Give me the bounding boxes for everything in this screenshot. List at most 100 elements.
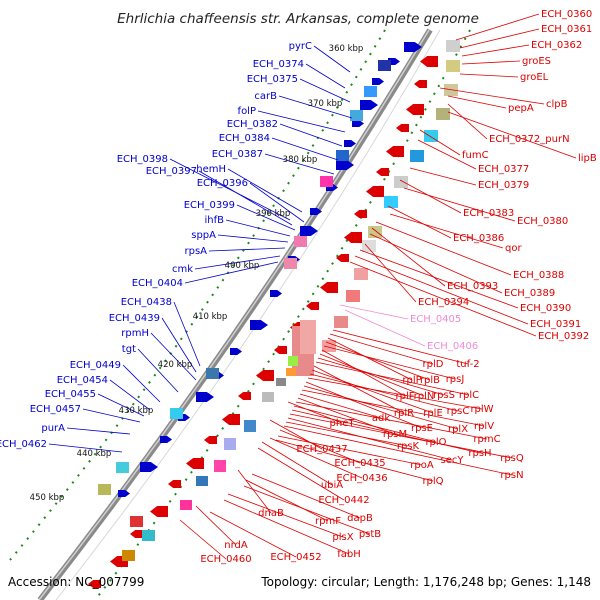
ribosomal-gene-label[interactable]: rplF: [396, 391, 415, 402]
ribosomal-gene-label[interactable]: rpmF: [315, 516, 341, 527]
forward-gene-label[interactable]: pyrC: [289, 41, 312, 52]
forward-gene-label[interactable]: ECH_0457: [30, 404, 81, 415]
forward-gene-label[interactable]: ECH_0462: [0, 439, 47, 450]
reverse-gene-label[interactable]: ECH_0392: [538, 331, 589, 342]
ribosomal-gene-label[interactable]: dnaB: [258, 508, 284, 519]
forward-gene-label[interactable]: rpmH: [121, 328, 149, 339]
forward-gene-label[interactable]: ECH_0387: [212, 149, 263, 160]
ribosomal-gene-label[interactable]: pheT: [330, 418, 356, 429]
reverse-gene-label[interactable]: pepA: [508, 103, 534, 114]
forward-gene-label[interactable]: sppA: [191, 230, 216, 241]
forward-gene-label[interactable]: ECH_0438: [121, 297, 172, 308]
ribosomal-gene-label[interactable]: secY: [441, 455, 465, 466]
ribosomal-gene-label[interactable]: pstB: [359, 529, 381, 540]
ribosomal-gene-label[interactable]: rplP: [402, 375, 421, 386]
forward-gene-label[interactable]: ECH_0455: [45, 389, 96, 400]
forward-gene-label[interactable]: rpsA: [184, 246, 207, 257]
forward-gene-label[interactable]: ECH_0382: [227, 119, 278, 130]
ribosomal-gene-label[interactable]: ubiA: [321, 480, 343, 491]
ribosomal-gene-label[interactable]: fabH: [337, 549, 361, 560]
ribosomal-gene-label[interactable]: rplX: [448, 424, 468, 435]
forward-gene-label[interactable]: hemH: [196, 164, 226, 175]
ribosomal-gene-label[interactable]: rpsC: [447, 406, 470, 417]
ribosomal-gene-label[interactable]: rpmC: [473, 434, 500, 445]
reverse-gene-label[interactable]: groES: [522, 56, 551, 67]
forward-gene-label[interactable]: ECH_0397: [146, 166, 197, 177]
forward-gene-label[interactable]: ECH_0375: [247, 74, 298, 85]
ribosomal-gene-label[interactable]: rplR: [394, 408, 414, 419]
reverse-gene-label[interactable]: ECH_0394: [418, 297, 469, 308]
ribosomal-gene-leader: [195, 505, 237, 546]
forward-gene-label[interactable]: ECH_0454: [57, 375, 108, 386]
reverse-gene-label[interactable]: ECH_0377: [478, 164, 529, 175]
ribosomal-gene-label[interactable]: rpsQ: [500, 453, 524, 464]
forward-gene-label[interactable]: ECH_0396: [197, 178, 248, 189]
forward-gene-label[interactable]: ECH_0399: [184, 200, 235, 211]
reverse-gene-label[interactable]: fumC: [462, 150, 489, 161]
ribosomal-gene-label[interactable]: ECH_0435: [334, 458, 385, 469]
reverse-gene-label[interactable]: ECH_0360: [541, 9, 592, 20]
forward-gene-label[interactable]: ECH_0404: [132, 278, 183, 289]
reverse-gene-label[interactable]: ECH_0390: [520, 303, 571, 314]
reverse-gene-label[interactable]: ECH_0388: [513, 270, 564, 281]
ribosomal-gene-label[interactable]: rpsJ: [446, 374, 465, 385]
reverse-gene-label[interactable]: lipB: [578, 153, 597, 164]
forward-gene-label[interactable]: ECH_0384: [219, 133, 270, 144]
ribosomal-gene-label[interactable]: rplC: [459, 390, 479, 401]
forward-gene-label[interactable]: carB: [254, 91, 277, 102]
reverse-gene-label[interactable]: ECH_0362: [531, 40, 582, 51]
forward-gene-label[interactable]: cmk: [172, 264, 193, 275]
ribosomal-gene-label[interactable]: rpsE: [411, 423, 433, 434]
forward-gene-label[interactable]: ihfB: [205, 215, 225, 226]
ribosomal-gene-label[interactable]: ECH_0460: [200, 554, 251, 565]
ribosomal-gene-label[interactable]: rpsS: [433, 390, 455, 401]
ribosomal-gene-label[interactable]: rplQ: [422, 476, 443, 487]
ribosomal-gene-label[interactable]: rpsH: [468, 448, 491, 459]
ribosomal-gene-label[interactable]: rplE: [423, 408, 443, 419]
forward-gene-label[interactable]: ECH_0439: [109, 313, 160, 324]
forward-gene-label[interactable]: ECH_0374: [253, 59, 304, 70]
ribosomal-gene-label[interactable]: rpsM: [383, 429, 407, 440]
ribosomal-gene-label[interactable]: rplO: [425, 437, 446, 448]
reverse-gene-label[interactable]: ECH_0372_purN: [489, 134, 570, 145]
ribosomal-gene-label[interactable]: plsX: [332, 532, 353, 543]
reverse-gene-label[interactable]: ECH_0380: [517, 216, 568, 227]
reverse-gene-label[interactable]: ECH_0361: [541, 24, 592, 35]
ribosomal-gene-label[interactable]: rplD: [423, 359, 444, 370]
ribosomal-gene-label[interactable]: ECH_0437: [296, 444, 347, 455]
forward-gene-label[interactable]: folP: [238, 106, 256, 117]
ribosomal-gene-label[interactable]: nrdA: [224, 540, 248, 551]
ribosomal-gene-label[interactable]: dapB: [347, 513, 373, 524]
forward-gene-label[interactable]: purA: [41, 423, 65, 434]
reverse-gene-label[interactable]: ECH_0383: [463, 208, 514, 219]
reverse-gene-label[interactable]: clpB: [546, 99, 568, 110]
ribosomal-gene-label[interactable]: rplV: [474, 421, 494, 432]
ribosomal-gene-label[interactable]: rplW: [470, 404, 493, 415]
reverse-gene-label[interactable]: qor: [505, 243, 522, 254]
gene-arrow-glyph: [250, 320, 268, 330]
reverse-gene-label[interactable]: ECH_0386: [453, 233, 504, 244]
ribosomal-gene-label[interactable]: rpsK: [397, 441, 420, 452]
ribosomal-gene-label[interactable]: adk: [372, 413, 390, 424]
pseudo-gene-label[interactable]: ECH_0406: [427, 341, 478, 352]
pseudo-gene-label[interactable]: ECH_0405: [410, 314, 461, 325]
forward-gene-label[interactable]: tgt: [122, 344, 136, 355]
forward-gene-label[interactable]: ECH_0398: [117, 154, 168, 165]
reverse-gene-label[interactable]: ECH_0379: [478, 180, 529, 191]
reverse-gene-leader: [439, 87, 545, 105]
ribosomal-gene-label[interactable]: rpsN: [500, 470, 523, 481]
forward-gene-label[interactable]: ECH_0449: [70, 360, 121, 371]
reverse-gene-label[interactable]: ECH_0393: [447, 281, 498, 292]
ribosomal-gene-label[interactable]: rplN: [414, 391, 435, 402]
reverse-gene-label[interactable]: groEL: [520, 72, 549, 83]
ribosomal-gene-label[interactable]: tuf-2: [456, 359, 479, 370]
reverse-gene-leader: [455, 13, 540, 41]
reverse-gene-label[interactable]: ECH_0391: [530, 319, 581, 330]
ribosomal-gene-label[interactable]: ECH_0452: [270, 552, 321, 563]
ribosomal-gene-label[interactable]: rplB: [420, 375, 440, 386]
ribosomal-gene-label[interactable]: ECH_0436: [336, 473, 387, 484]
reverse-gene-label[interactable]: ECH_0389: [504, 288, 555, 299]
ribosomal-gene-label[interactable]: rpoA: [410, 460, 434, 471]
ribosomal-gene-leader: [283, 425, 513, 476]
ribosomal-gene-label[interactable]: ECH_0442: [318, 495, 369, 506]
